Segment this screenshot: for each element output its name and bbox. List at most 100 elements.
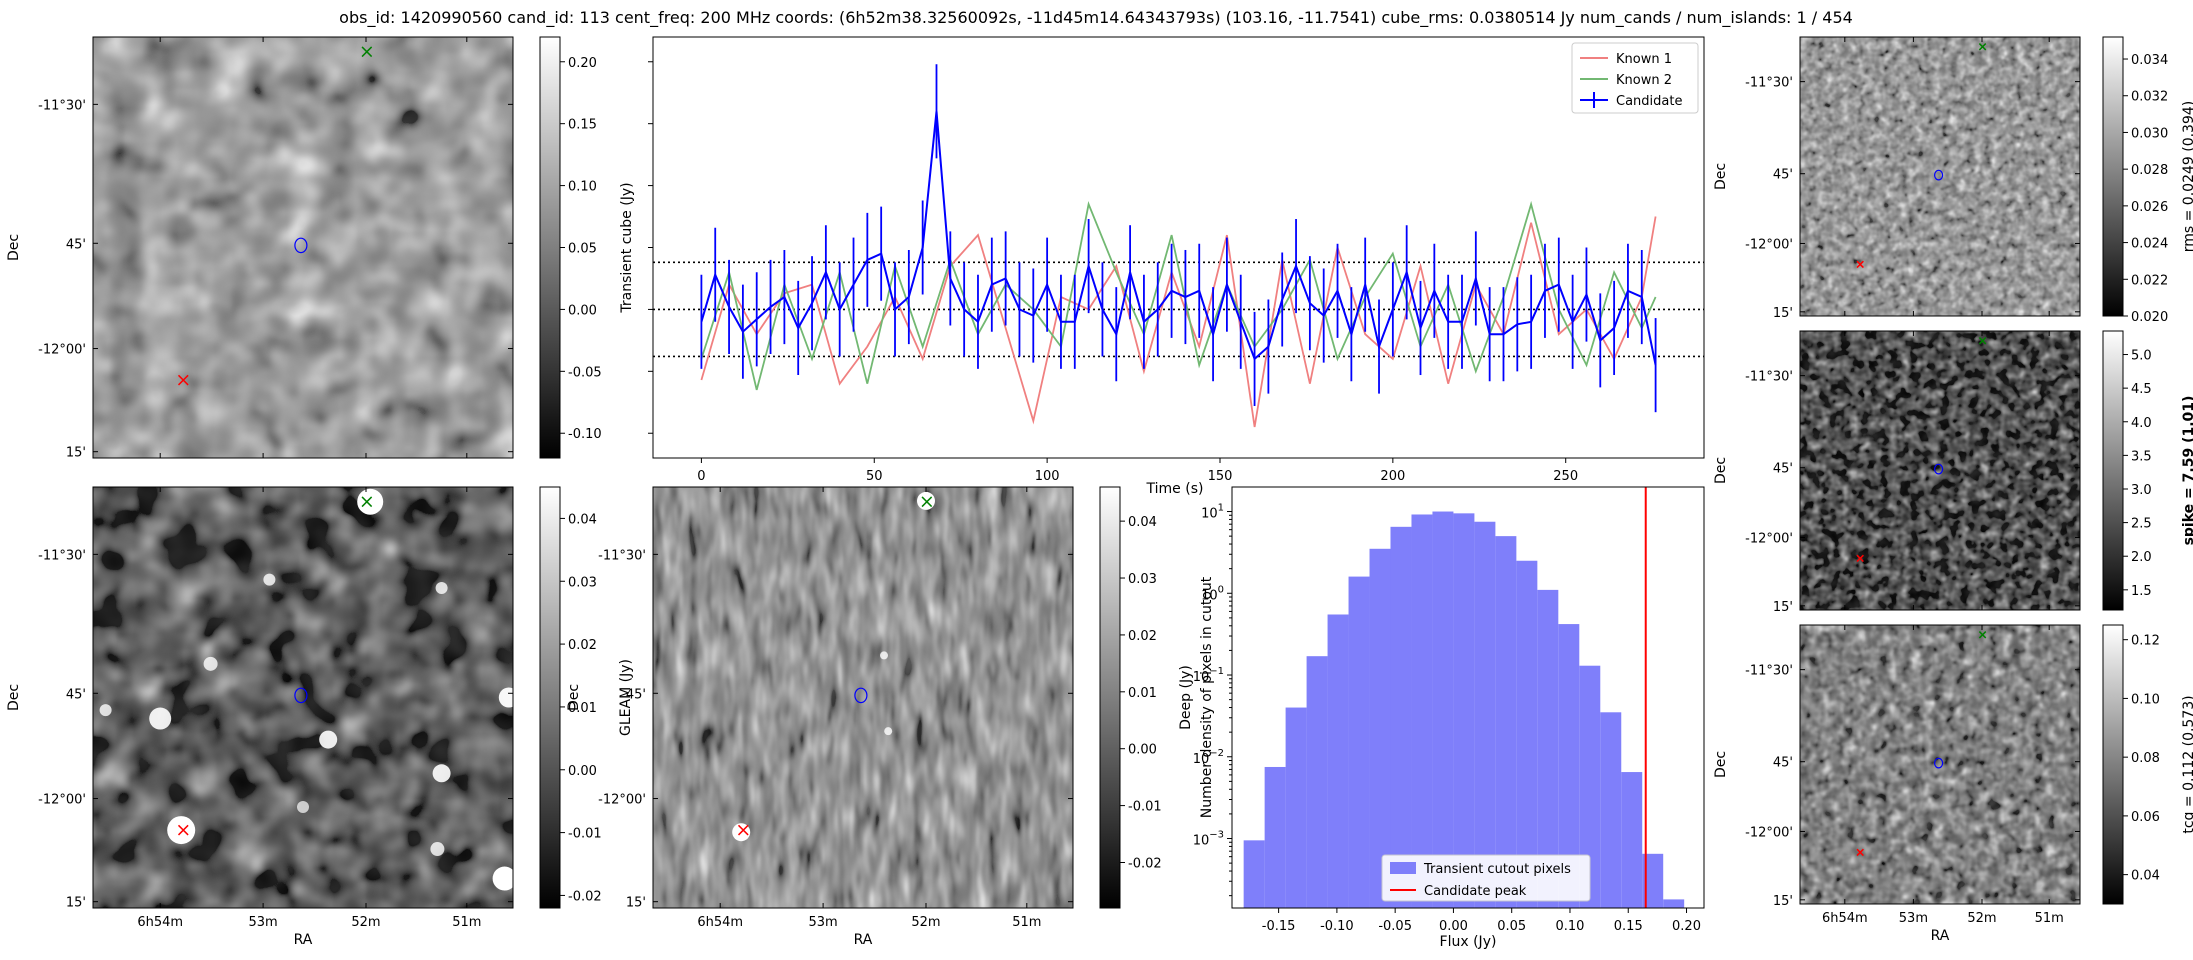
x-axis-label: Flux (Jy)	[1440, 934, 1497, 950]
histogram-bar	[1348, 576, 1370, 908]
histogram-bar	[1558, 624, 1580, 908]
colorbar-tick-label: 0.06	[2131, 810, 2160, 825]
known-2-marker	[361, 496, 373, 508]
dec-tick-label: -11°30'	[1745, 76, 1793, 91]
panel-gleam_cutout: -11°30' 45' -12°00' 15' 6h54m 53m 52m 51m Dec RA 0…	[6, 486, 634, 948]
bright-source	[319, 730, 338, 749]
dec-tick-label: 45'	[66, 687, 86, 702]
x-tick-label: 0.20	[1672, 919, 1701, 934]
dec-tick-label: 45'	[66, 237, 86, 252]
colorbar-tick-label: 0.02	[568, 638, 597, 653]
panel-deep_cutout: -11°30' 45' -12°00' 15' 6h54m 53m 52m 51m Dec RA 0…	[566, 486, 1194, 948]
colorbar-tick-label: 0.10	[568, 180, 597, 195]
bright-source	[99, 704, 112, 717]
ra-tick-label: 53m	[1899, 911, 1928, 926]
candidate-marker	[1933, 463, 1944, 475]
colorbar-tick-label: 2.0	[2131, 550, 2152, 565]
ra-tick-label: 52m	[911, 915, 940, 930]
colorbar	[2102, 36, 2124, 317]
colorbar-tick-label: 0.01	[1128, 686, 1157, 701]
dec-tick-label: 45'	[1773, 168, 1793, 183]
colorbar-tick-label: -0.02	[1128, 856, 1162, 871]
ra-tick-label: 6h54m	[137, 915, 183, 930]
legend-label: Candidate	[1616, 94, 1682, 109]
candidate-marker	[1933, 757, 1944, 769]
bright-source	[203, 656, 218, 671]
dec-axis-label: Dec	[566, 684, 582, 711]
dec-tick-label: -12°00'	[598, 793, 646, 808]
ra-tick-label: 6h54m	[697, 915, 743, 930]
histogram-bar	[1432, 511, 1454, 908]
colorbar-tick-label: 0.01	[568, 701, 597, 716]
dec-tick-label: 15'	[66, 446, 86, 461]
image-frame	[1799, 330, 2081, 611]
colorbar-label: spike = 7.59 (1.01)	[2181, 396, 2193, 546]
dec-tick-label: -11°30'	[1745, 664, 1793, 679]
y-tick-base: 10	[1201, 507, 1218, 522]
y-tick-exponent: −1	[1209, 666, 1224, 677]
colorbar-tick-label: -0.01	[1128, 800, 1162, 815]
candidate-marker	[294, 237, 308, 254]
x-tick-label: 200	[1380, 469, 1405, 484]
y-tick-base: 10	[1193, 752, 1210, 767]
known-2-marker	[1978, 337, 1987, 345]
dec-tick-label: 45'	[1773, 756, 1793, 771]
ra-tick-label: 51m	[2035, 911, 2064, 926]
histogram-bar	[1642, 853, 1664, 908]
bright-source	[432, 764, 451, 783]
y-tick-exponent: −2	[1209, 748, 1224, 759]
colorbar-label: rms = 0.0249 (0.394)	[2181, 101, 2193, 253]
y-tick-exponent: 0	[1218, 584, 1224, 595]
y-tick-label: 101	[1201, 503, 1224, 522]
colorbar-tick-label: 0.04	[1128, 515, 1157, 530]
colorbar-label: tcg = 0.112 (0.573)	[2181, 695, 2193, 833]
ra-axis-label: RA	[854, 932, 873, 948]
bright-source	[498, 687, 519, 708]
colorbar-tick-label: 0.15	[568, 118, 597, 133]
image-noise	[93, 487, 513, 908]
bright-source	[492, 866, 517, 891]
ra-tick-label: 51m	[452, 915, 481, 930]
ra-axis-label: RA	[1931, 928, 1950, 944]
dec-tick-label: 15'	[66, 896, 86, 911]
colorbar-tick-label: 0.034	[2131, 53, 2168, 68]
bright-source	[880, 651, 888, 660]
histogram-bar	[1264, 766, 1286, 908]
image-noise	[1800, 37, 2080, 316]
histogram-bar	[1243, 840, 1265, 908]
colorbar-label: GLEAM (Jy)	[618, 659, 634, 736]
dec-tick-label: -11°30'	[1745, 370, 1793, 385]
known-2-marker	[361, 46, 373, 58]
colorbar-tick-label: 0.028	[2131, 163, 2168, 178]
histogram-bar	[1327, 614, 1349, 908]
ra-axis-label: RA	[294, 932, 313, 948]
candidate-marker	[1933, 169, 1944, 181]
colorbar-tick-label: -0.01	[568, 827, 602, 842]
image-frame	[1799, 36, 2081, 317]
y-tick-label: 100	[1201, 584, 1224, 603]
dec-tick-label: 15'	[1773, 600, 1793, 615]
histogram-legend	[1381, 854, 1591, 902]
dec-tick-label: -12°00'	[38, 343, 86, 358]
colorbar-tick-label: 0.00	[568, 764, 597, 779]
colorbar-tick-label: 0.030	[2131, 126, 2168, 141]
x-tick-label: 50	[866, 469, 883, 484]
histogram-bar	[1663, 899, 1685, 908]
colorbar-tick-label: 3.5	[2131, 449, 2152, 464]
dec-axis-label: Dec	[1713, 751, 1729, 778]
candidate-marker	[294, 687, 308, 704]
panel-rms_cutout: -11°30' 45' -12°00' 15' Dec 0.034 0.032 0.030 0.…	[1713, 36, 2193, 325]
x-tick-label: 150	[1208, 469, 1233, 484]
x-tick-label: -0.05	[1378, 919, 1412, 934]
colorbar-tick-label: 1.5	[2131, 584, 2152, 599]
colorbar-tick-label: -0.02	[568, 889, 602, 904]
dec-tick-label: -12°00'	[1745, 531, 1793, 546]
histogram-bar	[1537, 589, 1559, 908]
image-frame	[92, 486, 514, 909]
image-noise	[1800, 331, 2080, 610]
panel-tcg_cutout: -11°30' 45' -12°00' 15' 6h54m 53m 52m 51m Dec RA 0…	[1713, 624, 2193, 944]
known-1-marker	[1856, 260, 1864, 269]
y-axis-label: Number density of pixels in cutout	[1199, 576, 1215, 818]
x-tick-label: 0	[697, 469, 705, 484]
